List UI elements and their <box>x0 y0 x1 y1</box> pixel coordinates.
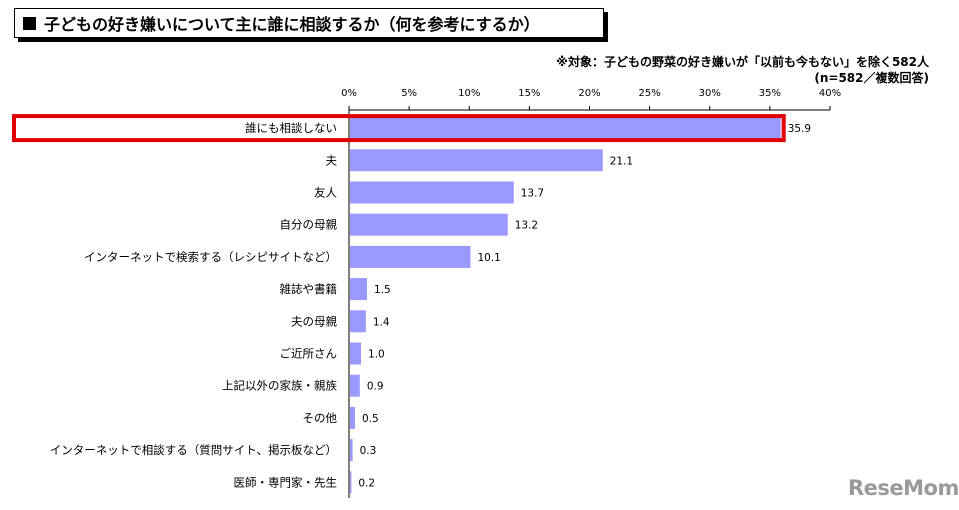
category-label: 夫 <box>326 153 338 167</box>
x-tick-label: 20% <box>578 88 600 99</box>
x-tick-label: 35% <box>759 88 781 99</box>
x-tick-label: 40% <box>819 88 841 99</box>
x-tick-label: 0% <box>341 88 357 99</box>
x-tick-label: 30% <box>699 88 721 99</box>
value-label: 21.1 <box>610 155 633 167</box>
highlight-frame <box>12 114 786 143</box>
resemom-logo: ReseMom <box>848 476 959 500</box>
bar <box>350 278 368 301</box>
category-label: インターネットで相談する（質問サイト、掲示板など） <box>50 443 337 457</box>
bar <box>350 181 514 204</box>
category-label: ご近所さん <box>280 347 338 361</box>
bar <box>350 213 508 236</box>
value-label: 0.9 <box>367 381 384 393</box>
category-label: インターネットで検索する（レシピサイトなど） <box>84 250 337 264</box>
value-label: 1.5 <box>374 284 391 296</box>
x-tick-label: 25% <box>639 88 661 99</box>
value-label: 10.1 <box>477 252 500 264</box>
category-label: その他 <box>303 411 338 425</box>
bar <box>350 342 362 365</box>
x-tick-label: 10% <box>458 88 480 99</box>
x-tick-label: 5% <box>401 88 417 99</box>
value-label: 35.9 <box>788 123 811 135</box>
value-label: 13.7 <box>521 188 544 200</box>
bar <box>350 471 352 494</box>
value-label: 13.2 <box>515 220 538 232</box>
bar <box>350 406 356 429</box>
target-note: ※対象：子どもの野菜の好き嫌いが「以前も今もない」を除く582人 <box>556 55 929 69</box>
bar <box>350 245 471 268</box>
category-label: 友人 <box>314 186 337 200</box>
chart-title-box: 子どもの好き嫌いについて主に誰に相談するか（何を参考にするか） <box>14 8 604 38</box>
sample-note: (n=582／複数回答) <box>814 71 929 85</box>
value-label: 1.4 <box>373 316 390 328</box>
category-label: 医師・専門家・先生 <box>234 475 338 489</box>
bar <box>350 117 781 140</box>
chart-title: 子どもの好き嫌いについて主に誰に相談するか（何を参考にするか） <box>44 15 540 34</box>
category-label: 自分の母親 <box>280 218 338 232</box>
value-label: 1.0 <box>368 349 385 361</box>
value-label: 0.2 <box>358 477 375 489</box>
bar <box>350 439 353 462</box>
value-label: 0.3 <box>360 445 377 457</box>
value-label: 0.5 <box>362 413 379 425</box>
x-tick-label: 15% <box>518 88 540 99</box>
square-bullet-icon <box>23 16 36 30</box>
bar <box>350 310 366 333</box>
category-label: 雑誌や書籍 <box>280 282 338 296</box>
bar <box>350 374 360 397</box>
bar <box>350 149 603 172</box>
category-label: 夫の母親 <box>291 314 337 328</box>
category-label: 上記以外の家族・親族 <box>222 379 337 393</box>
category-label: 誰にも相談しない <box>245 121 337 135</box>
